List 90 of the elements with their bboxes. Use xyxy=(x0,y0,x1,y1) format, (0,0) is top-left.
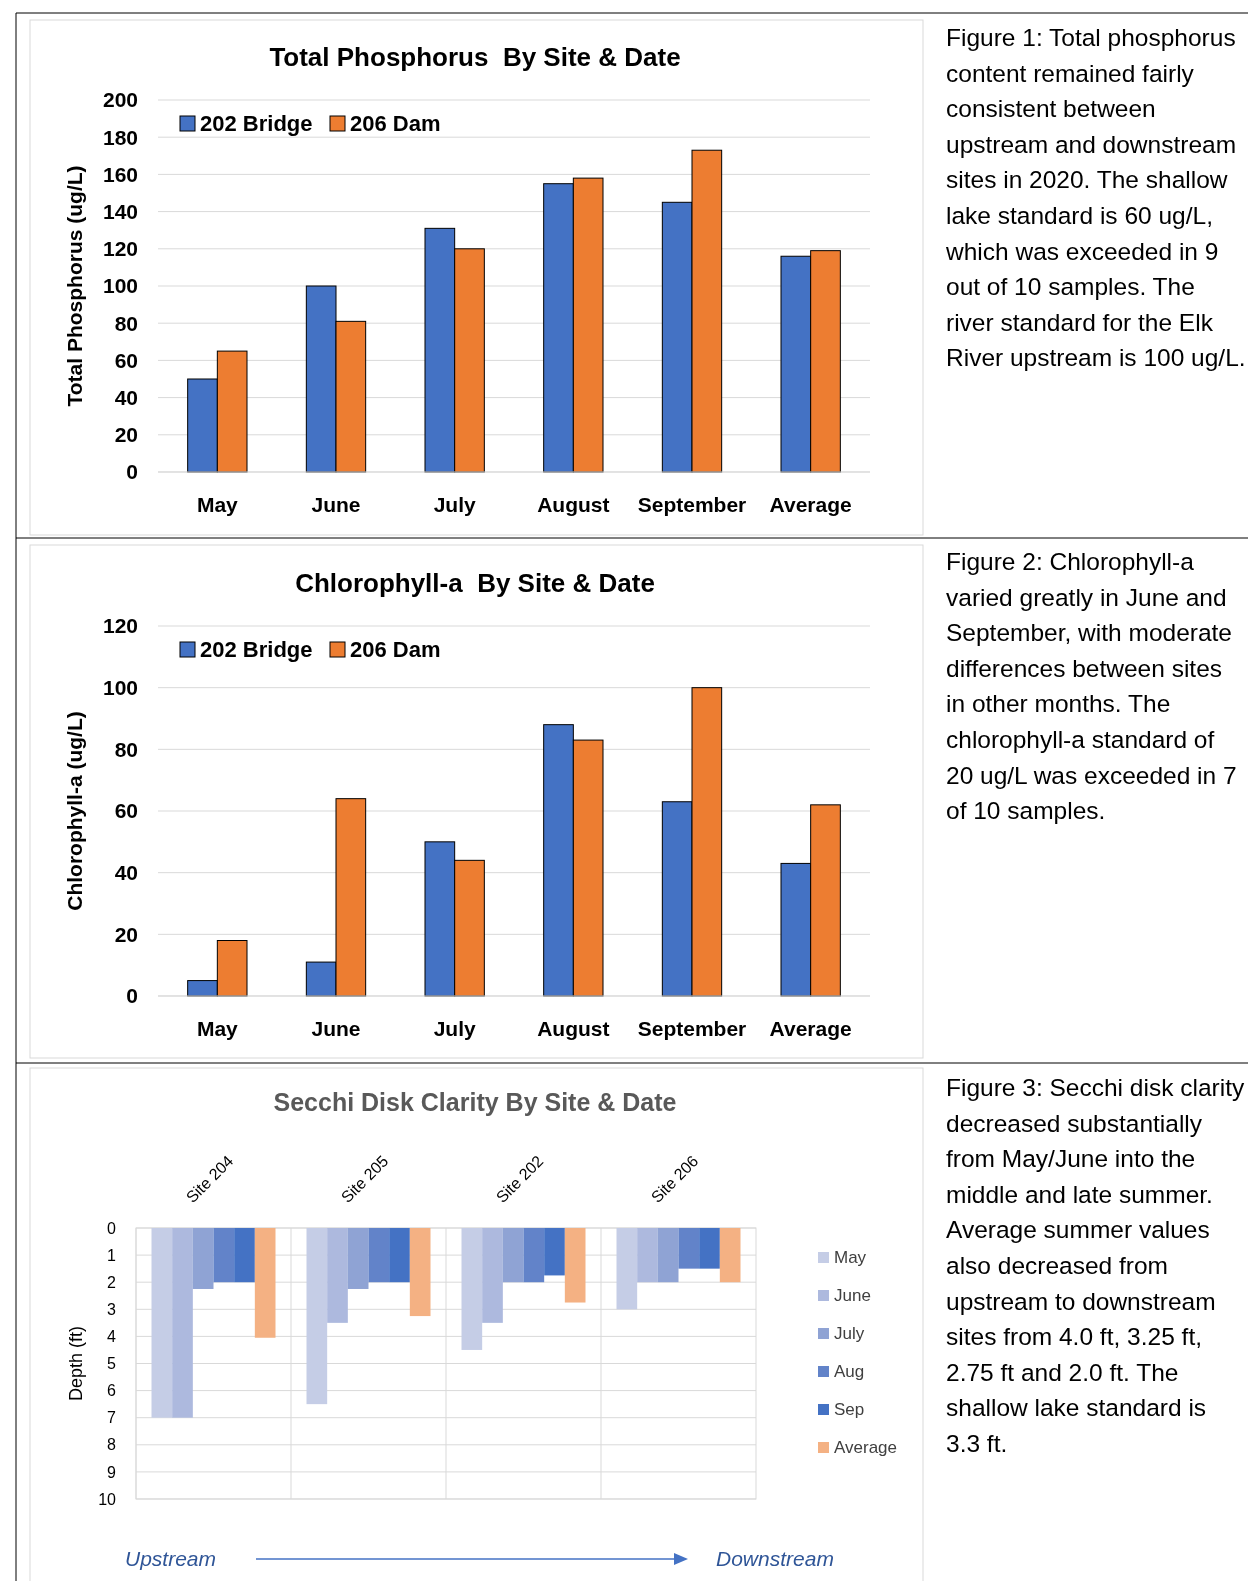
text: Upstream xyxy=(125,1547,217,1570)
x-tick-label: Site 202 xyxy=(492,1152,547,1206)
y-tick-label: 3 xyxy=(107,1300,117,1318)
x-tick-label: August xyxy=(537,493,610,516)
x-tick-label: May xyxy=(196,493,239,516)
y-tick-label: 2 xyxy=(107,1273,117,1291)
y-tick-label: 140 xyxy=(102,199,138,223)
legend-label: June xyxy=(834,1286,871,1305)
bar xyxy=(389,1228,410,1283)
y-axis-title: Depth (ft) xyxy=(66,1325,86,1402)
bar xyxy=(523,1228,545,1283)
bar xyxy=(461,1228,483,1350)
bar xyxy=(192,1228,214,1289)
y-tick-label: 10 xyxy=(98,1490,117,1508)
bar xyxy=(699,1228,720,1269)
legend-label: Sep xyxy=(834,1400,865,1419)
bar xyxy=(502,1228,524,1283)
y-tick-label: 0 xyxy=(107,1219,117,1237)
y-tick-label: 120 xyxy=(102,614,138,638)
x-tick-label: September xyxy=(637,493,747,516)
x-tick-label: June xyxy=(311,1017,361,1040)
bar xyxy=(409,1228,431,1317)
bar xyxy=(616,1228,638,1310)
y-tick-label: 40 xyxy=(114,861,138,885)
y-tick-label: 7 xyxy=(107,1409,117,1427)
bar xyxy=(172,1228,193,1418)
text: Figure 3: Secchi disk clarity decreased substantially from May/June into the middle and late summer. Average summer values also decreased from upstream to downstream sites from 4.0 ft, 3.25 ft, 2.75 ft and 2.0 ft. The shallow lake standard is 3.3 ft. xyxy=(946,1074,1245,1457)
y-tick-label: 60 xyxy=(114,799,138,823)
y-tick-label: 200 xyxy=(102,88,138,112)
y-tick-label: 5 xyxy=(107,1355,117,1373)
y-tick-label: 6 xyxy=(107,1382,117,1400)
y-tick-label: 180 xyxy=(102,125,138,149)
caption: Figure 2: Chlorophyll-a varied greatly in June and September, with moderate differences between sites in other months. The chlorophyll-a standard of 20 ug/L was exceeded in 7 of 10 samples. xyxy=(946,547,1238,827)
bar xyxy=(564,1228,586,1303)
x-tick-label: August xyxy=(537,1017,610,1040)
y-tick-label: 40 xyxy=(114,385,138,409)
bar xyxy=(254,1228,276,1338)
legend-label: July xyxy=(834,1324,865,1343)
y-tick-label: 4 xyxy=(107,1328,117,1345)
bar xyxy=(234,1228,255,1283)
y-tick-label: 80 xyxy=(114,311,138,335)
x-tick-label: May xyxy=(196,1017,239,1040)
y-tick-label: 80 xyxy=(114,737,138,761)
bar xyxy=(678,1228,700,1269)
y-tick-label: 100 xyxy=(102,676,138,700)
legend-label: Aug xyxy=(834,1362,865,1381)
y-tick-label: 0 xyxy=(126,460,138,484)
legend-label: May xyxy=(834,1248,867,1267)
legend-label: 202 Bridge xyxy=(200,111,313,136)
x-tick-label: Average xyxy=(769,1017,852,1040)
bar xyxy=(368,1228,390,1283)
x-tick-label: September xyxy=(637,1017,747,1040)
bar xyxy=(637,1228,658,1283)
x-tick-label: Site 206 xyxy=(647,1152,702,1206)
x-tick-label: July xyxy=(433,1017,476,1040)
bar xyxy=(482,1228,503,1323)
y-tick-label: 160 xyxy=(102,162,138,186)
x-tick-label: June xyxy=(311,493,361,516)
bar xyxy=(306,1228,328,1405)
y-tick-label: 20 xyxy=(114,922,138,946)
text: Figure 1: Total phosphorus content remained fairly consistent between upstream and downstream sites in 2020. The shallow lake standard is 60 ug/L, which was exceeded in 9 out of 10 samples. The river standard for the Elk River upstream is 100 ug/L. xyxy=(946,24,1246,372)
bar xyxy=(544,1228,565,1276)
bar xyxy=(347,1228,369,1289)
legend-label: 202 Bridge xyxy=(200,637,313,662)
y-tick-label: 20 xyxy=(114,423,138,447)
legend-label: 206 Dam xyxy=(350,637,441,662)
y-tick-label: 8 xyxy=(107,1436,117,1454)
y-tick-label: 120 xyxy=(102,237,138,261)
y-axis-title: Total Phosphorus (ug/L) xyxy=(63,165,86,407)
bar xyxy=(213,1228,235,1283)
x-tick-label: Site 204 xyxy=(182,1152,237,1206)
x-tick-label: July xyxy=(433,493,476,516)
x-tick-label: Average xyxy=(769,493,852,516)
y-tick-label: 100 xyxy=(102,274,138,298)
legend-label: Average xyxy=(834,1438,898,1457)
legend-label: 206 Dam xyxy=(350,111,441,136)
chart-title: Secchi Disk Clarity By Site & Date xyxy=(273,1088,677,1116)
y-tick-label: 9 xyxy=(107,1463,117,1481)
x-tick-label: Site 205 xyxy=(337,1152,392,1206)
y-tick-label: 1 xyxy=(107,1246,117,1264)
y-tick-label: 60 xyxy=(114,348,138,372)
bar xyxy=(657,1228,679,1283)
chart-title: Total Phosphorus By Site & Date xyxy=(269,42,681,72)
text: Downstream xyxy=(716,1547,834,1570)
y-tick-label: 0 xyxy=(126,984,138,1008)
bar xyxy=(151,1228,173,1418)
y-axis-title: Chlorophyll-a (ug/L) xyxy=(63,711,86,911)
chart-title: Chlorophyll-a By Site & Date xyxy=(295,568,655,598)
bar xyxy=(327,1228,348,1323)
bar xyxy=(719,1228,741,1283)
